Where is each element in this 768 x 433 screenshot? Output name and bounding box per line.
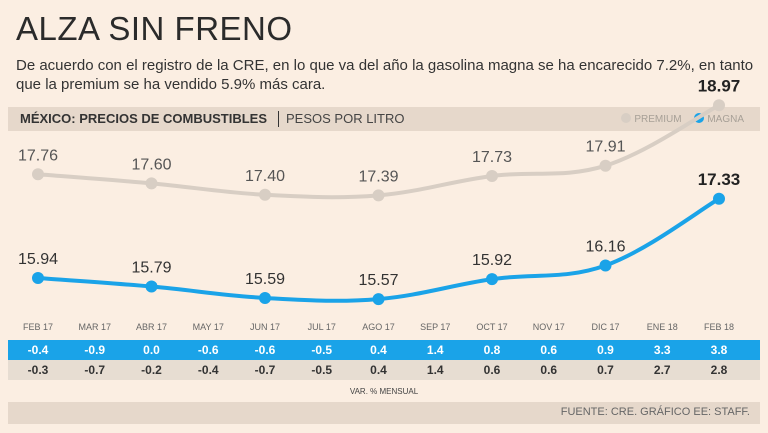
x-tick-label: NOV 17 — [532, 322, 565, 332]
x-tick-label: FEB 17 — [22, 322, 53, 332]
point-premium-6 — [713, 99, 725, 112]
variation-cell: -0.9 — [84, 343, 106, 357]
variation-cell: 0.6 — [540, 363, 558, 377]
data-label-magna-0: 15.94 — [18, 251, 58, 268]
point-premium-3 — [372, 189, 385, 202]
variation-cell: 3.3 — [653, 343, 671, 357]
variation-row-magna: -0.4 -0.9 0.0 -0.6 -0.6 -0.5 0.4 1.4 0.8 0.6 0.9 3.… — [8, 340, 760, 360]
chart-unit-label: PESOS POR LITRO — [286, 111, 405, 126]
variation-cell: 0.6 — [483, 363, 501, 377]
variation-cell: 0.9 — [597, 343, 614, 357]
footer-bar: FUENTE: CRE. GRÁFICO EE: STAFF. — [8, 402, 760, 424]
legend-dot-premium-icon — [621, 113, 632, 123]
data-label-magna-4: 15.92 — [472, 252, 512, 269]
point-magna-6 — [713, 192, 725, 205]
variation-cell: 1.4 — [426, 363, 444, 377]
x-tick-label: SEP 17 — [420, 322, 451, 332]
header-divider — [278, 111, 279, 127]
data-label-magna-6: 17.33 — [698, 170, 741, 189]
variation-cell: -0.5 — [311, 343, 333, 357]
x-tick-label: JUN 17 — [249, 322, 280, 332]
x-tick-label: OCT 17 — [476, 322, 508, 332]
data-label-premium-3: 17.39 — [358, 168, 398, 185]
variation-cell: 2.8 — [710, 363, 728, 377]
point-premium-4 — [486, 169, 498, 182]
point-magna-0 — [32, 272, 44, 284]
variation-cell: 0.7 — [597, 363, 614, 377]
variation-cell: -0.6 — [254, 343, 276, 357]
data-label-magna-5: 16.16 — [585, 238, 625, 255]
x-tick-label: AGO 17 — [362, 322, 395, 332]
variation-cell: -0.3 — [27, 363, 49, 377]
legend-label-magna: MAGNA — [707, 114, 744, 125]
variation-cell: 3.8 — [710, 343, 728, 357]
variation-cell: 0.8 — [483, 343, 501, 357]
point-magna-2 — [259, 291, 271, 304]
legend-label-premium: PREMIUM — [634, 114, 682, 125]
chart-title: ALZA SIN FRENO — [16, 10, 293, 47]
x-tick-label: ENE 18 — [646, 322, 678, 332]
x-tick-label: ABR 17 — [135, 322, 168, 332]
variation-cell: -0.6 — [197, 343, 219, 357]
data-label-premium-4: 17.73 — [472, 149, 512, 166]
variation-row-premium: -0.3 -0.7 -0.2 -0.4 -0.7 -0.5 0.4 1.4 0.6 0.6 0.7 2… — [8, 360, 760, 380]
chart-header-title: MÉXICO: PRECIOS DE COMBUSTIBLES — [20, 111, 268, 126]
point-premium-0 — [32, 168, 44, 181]
point-premium-2 — [259, 188, 271, 201]
variation-cell: 1.4 — [426, 343, 444, 357]
point-magna-5 — [599, 259, 612, 272]
data-label-premium-1: 17.60 — [131, 156, 171, 173]
data-label-premium-2: 17.40 — [245, 168, 285, 185]
data-label-premium-6: 18.97 — [698, 76, 741, 95]
variation-cell: 0.4 — [370, 363, 387, 377]
variation-cell: 0.6 — [540, 343, 558, 357]
source-credit: FUENTE: CRE. GRÁFICO EE: STAFF. — [560, 406, 750, 418]
variation-cell: -0.4 — [27, 343, 49, 357]
variation-cell: -0.5 — [311, 363, 333, 377]
x-tick-label: DIC 17 — [591, 322, 620, 332]
data-label-magna-1: 15.79 — [131, 260, 171, 277]
chart-subtitle: De acuerdo con el registro de la CRE, en… — [16, 57, 754, 93]
variation-cell: 2.7 — [653, 363, 671, 377]
point-premium-5 — [599, 159, 612, 172]
x-tick-label: JUL 17 — [307, 322, 336, 332]
x-tick-label: MAY 17 — [192, 322, 224, 332]
data-label-premium-5: 17.91 — [585, 139, 625, 156]
data-label-magna-2: 15.59 — [245, 271, 285, 288]
legend-item-premium: PREMIUM — [621, 113, 682, 125]
point-magna-4 — [486, 273, 498, 286]
variation-cell: -0.7 — [84, 363, 106, 377]
variation-cell: -0.2 — [141, 363, 162, 377]
x-tick-label: MAR 17 — [78, 322, 111, 332]
point-magna-3 — [372, 293, 385, 306]
data-label-premium-0: 17.76 — [18, 147, 58, 164]
variation-cell: 0.4 — [370, 343, 387, 357]
point-magna-1 — [145, 280, 158, 293]
variation-label: VAR. % MENSUAL — [349, 387, 419, 396]
point-premium-1 — [145, 177, 158, 190]
data-label-magna-3: 15.57 — [358, 272, 398, 289]
variation-cell: 0.0 — [143, 343, 160, 357]
variation-cell: -0.7 — [254, 363, 276, 377]
variation-cell: -0.4 — [197, 363, 219, 377]
x-tick-label: FEB 18 — [703, 322, 734, 332]
